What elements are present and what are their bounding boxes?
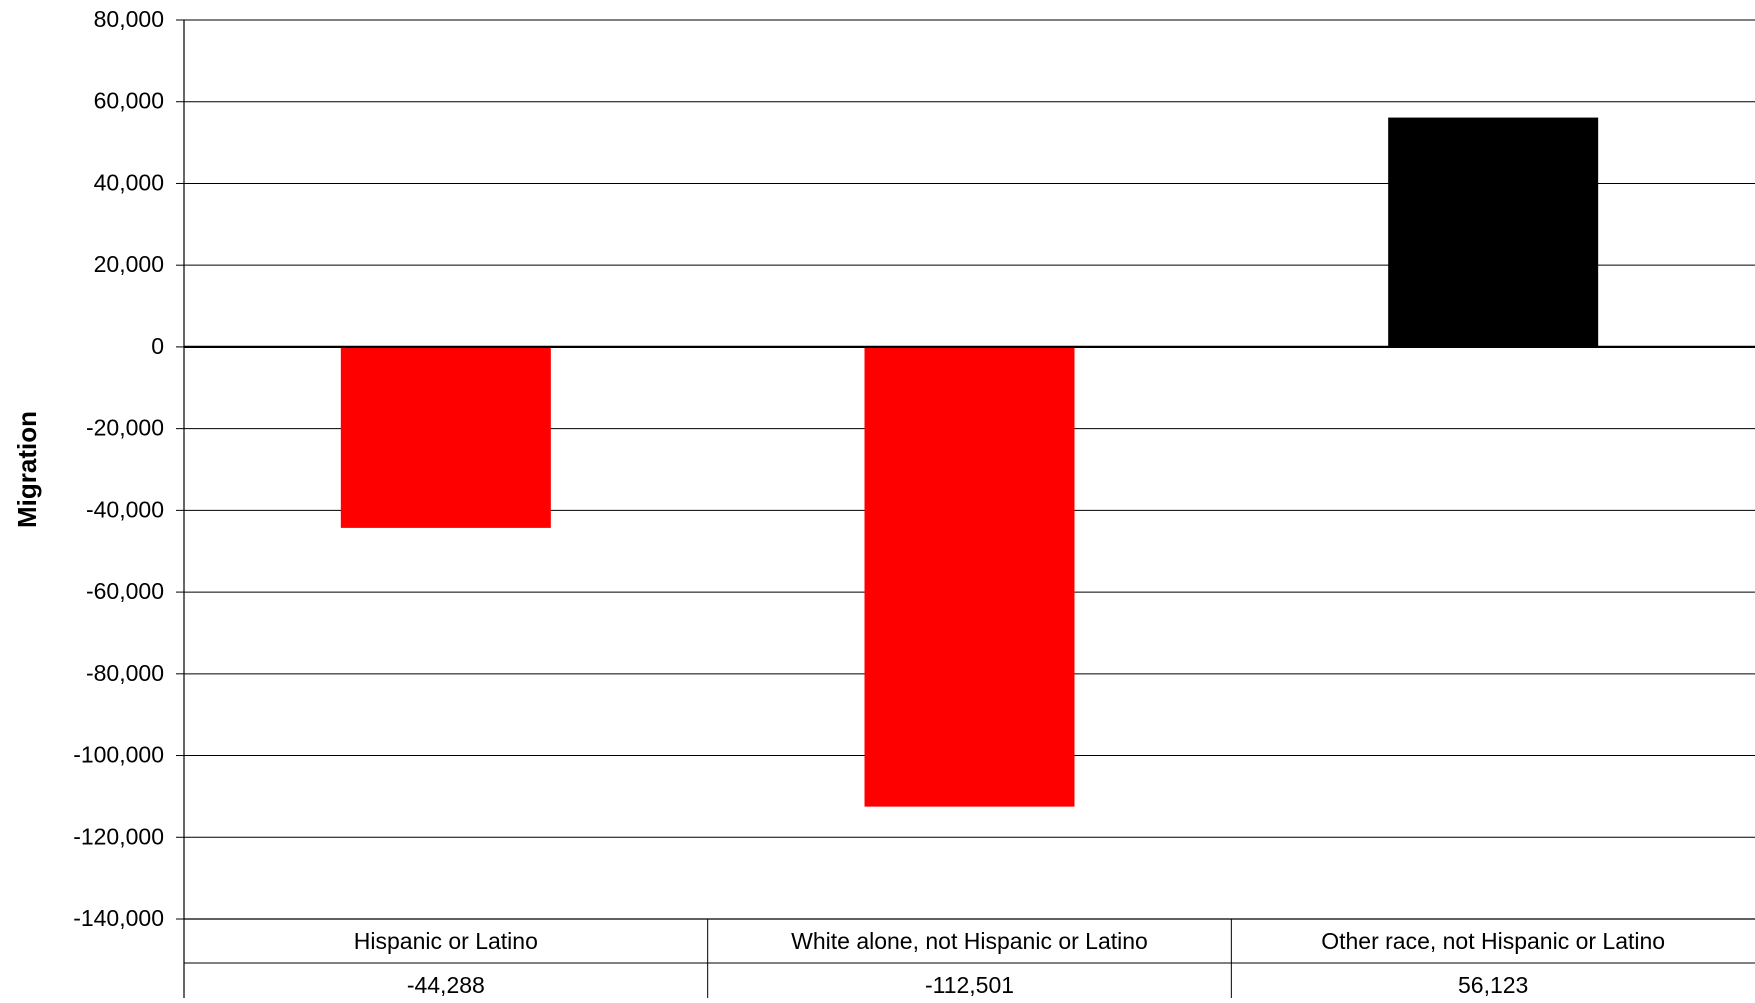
value-label: -44,288	[407, 972, 485, 998]
y-tick-label: 0	[151, 333, 164, 359]
y-tick-label: 20,000	[94, 251, 164, 277]
category-label: Hispanic or Latino	[354, 928, 538, 954]
y-tick-label: -140,000	[73, 905, 164, 931]
y-tick-label: -40,000	[86, 496, 164, 522]
y-tick-label: -60,000	[86, 578, 164, 604]
category-label: White alone, not Hispanic or Latino	[791, 928, 1148, 954]
category-label: Other race, not Hispanic or Latino	[1321, 928, 1665, 954]
bar	[340, 346, 551, 528]
bar	[1388, 117, 1599, 347]
y-axis-label: Migration	[12, 411, 42, 528]
y-tick-label: -80,000	[86, 660, 164, 686]
y-tick-label: 60,000	[94, 88, 164, 114]
y-tick-label: -120,000	[73, 823, 164, 849]
y-tick-label: -20,000	[86, 415, 164, 441]
y-tick-label: 80,000	[94, 6, 164, 32]
y-tick-label: 40,000	[94, 169, 164, 195]
value-label: 56,123	[1458, 972, 1528, 998]
bar	[864, 346, 1075, 807]
y-tick-label: -100,000	[73, 742, 164, 768]
value-label: -112,501	[925, 972, 1014, 998]
